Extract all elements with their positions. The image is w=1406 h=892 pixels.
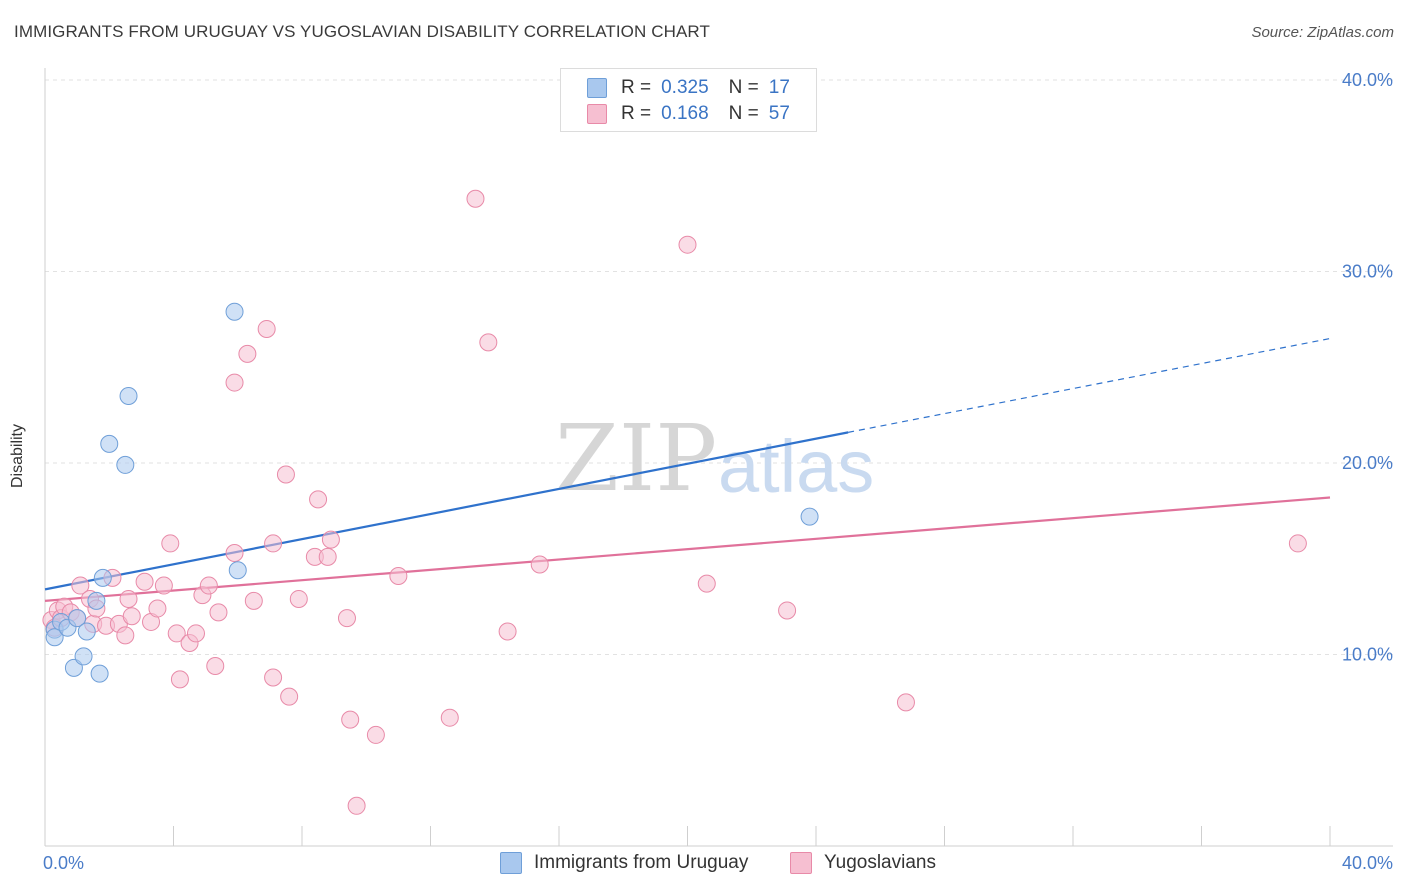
data-point — [167, 624, 186, 643]
y-tick-label: 30.0% — [1342, 262, 1393, 282]
data-point — [154, 576, 173, 595]
data-point — [366, 725, 385, 744]
data-point — [64, 658, 83, 677]
data-point — [347, 796, 366, 815]
data-point — [71, 576, 90, 595]
n-value: 57 — [768, 103, 790, 124]
data-point — [321, 530, 340, 549]
legend-series: Immigrants from Uruguay Yugoslavians — [0, 852, 1406, 878]
trend-line — [44, 431, 849, 591]
source-label: Source: ZipAtlas.com — [1251, 24, 1394, 41]
data-point — [280, 687, 299, 706]
legend-stats-row-yugoslavians: R = 0.168 N = 57 — [587, 103, 790, 125]
data-point — [225, 302, 244, 321]
legend-stats-row-uruguay: R = 0.325 N = 17 — [587, 77, 790, 99]
data-point — [318, 547, 337, 566]
data-point — [264, 668, 283, 687]
data-point — [238, 344, 257, 363]
data-point — [93, 568, 112, 587]
data-point — [800, 507, 819, 526]
data-point — [74, 647, 93, 666]
r-value: 0.168 — [661, 103, 709, 124]
r-value: 0.325 — [661, 77, 709, 98]
data-point — [186, 624, 205, 643]
grid-lines — [45, 79, 1393, 655]
data-points — [42, 189, 1307, 815]
x-tick-label: 0.0% — [43, 853, 84, 873]
r-label: R = — [621, 77, 652, 98]
data-point — [170, 670, 189, 689]
data-point — [530, 555, 549, 574]
data-point — [466, 189, 485, 208]
data-point — [161, 534, 180, 553]
data-point — [87, 591, 106, 610]
data-point — [68, 609, 87, 628]
data-point — [264, 534, 283, 553]
data-point — [77, 622, 96, 641]
watermark-atlas: atlas — [718, 425, 874, 508]
data-point — [778, 601, 797, 620]
data-point — [148, 599, 167, 618]
data-point — [100, 434, 119, 453]
data-point — [45, 628, 64, 647]
n-label: N = — [728, 77, 759, 98]
data-point — [90, 664, 109, 683]
data-point — [228, 561, 247, 580]
legend-item-yugoslavians[interactable]: Yugoslavians — [790, 852, 936, 874]
trend-lines — [44, 337, 1331, 602]
data-point — [389, 566, 408, 585]
n-value: 17 — [768, 77, 790, 98]
y-tick-label: 40.0% — [1342, 70, 1393, 90]
legend-label-yugoslavians: Yugoslavians — [824, 852, 936, 873]
data-point — [678, 235, 697, 254]
data-point — [244, 591, 263, 610]
data-point — [225, 544, 244, 563]
data-point — [697, 574, 716, 593]
data-point — [337, 609, 356, 628]
data-point — [276, 465, 295, 484]
chart-title: IMMIGRANTS FROM URUGUAY VS YUGOSLAVIAN D… — [14, 22, 710, 41]
legend-label-uruguay: Immigrants from Uruguay — [534, 852, 749, 873]
data-point — [498, 622, 517, 641]
data-point — [206, 656, 225, 675]
data-point — [116, 455, 135, 474]
data-point — [119, 589, 138, 608]
legend-swatch-yugoslavians — [587, 104, 607, 124]
r-label: R = — [621, 103, 652, 124]
data-point — [1288, 534, 1307, 553]
tick-labels: 10.0% 20.0% 30.0% 40.0% 0.0% 40.0% — [43, 70, 1393, 873]
data-point — [289, 589, 308, 608]
legend-stats: R = 0.325 N = 17 R = 0.168 N = 57 — [560, 68, 817, 132]
data-point — [122, 607, 141, 626]
legend-swatch-yugoslavians — [790, 852, 812, 874]
data-point — [257, 319, 276, 338]
data-point — [309, 490, 328, 509]
watermark-zip: ZIP — [555, 405, 717, 512]
data-point — [440, 708, 459, 727]
data-point — [225, 373, 244, 392]
trend-line — [44, 496, 1331, 602]
watermark: ZIP atlas — [555, 405, 874, 512]
data-point — [116, 626, 135, 645]
axes — [44, 68, 1393, 847]
data-point — [479, 333, 498, 352]
data-point — [896, 693, 915, 712]
data-point — [135, 572, 154, 591]
x-tick-label: 40.0% — [1342, 853, 1393, 873]
trend-line-extension — [848, 337, 1331, 433]
data-point — [119, 386, 138, 405]
legend-swatch-uruguay — [500, 852, 522, 874]
legend-item-uruguay[interactable]: Immigrants from Uruguay — [500, 852, 748, 874]
y-tick-label: 10.0% — [1342, 645, 1393, 665]
data-point — [209, 603, 228, 622]
legend-swatch-uruguay — [587, 78, 607, 98]
n-label: N = — [728, 103, 759, 124]
y-tick-label: 20.0% — [1342, 453, 1393, 473]
data-point — [341, 710, 360, 729]
data-point — [199, 576, 218, 595]
